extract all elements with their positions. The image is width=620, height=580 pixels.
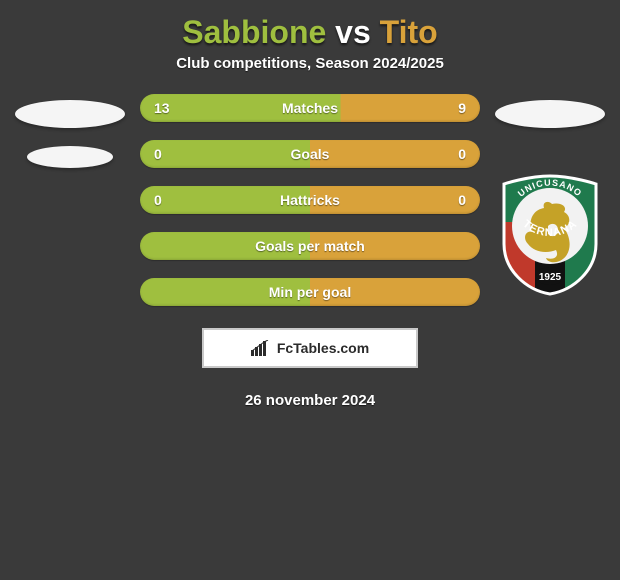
stat-value-right: 9	[446, 100, 466, 116]
stat-value-left: 13	[154, 100, 174, 116]
title-vs: vs	[335, 14, 371, 50]
stat-label: Goals per match	[174, 238, 446, 254]
stat-value-left: 0	[154, 146, 174, 162]
player-photo-placeholder-left	[15, 100, 125, 128]
stat-label: Min per goal	[174, 284, 446, 300]
stat-bar: Goals per match	[140, 232, 480, 260]
footer-date: 26 november 2024	[245, 392, 375, 409]
right-player-column: UNICUSANO TERNANA 1925	[490, 94, 610, 296]
title-player-right: Tito	[380, 14, 438, 50]
svg-text:1925: 1925	[539, 272, 562, 283]
player-photo-placeholder-right	[495, 100, 605, 128]
stat-value-right: 0	[446, 146, 466, 162]
stat-label: Matches	[174, 100, 446, 116]
comparison-body: 13Matches90Goals00Hattricks0Goals per ma…	[10, 94, 610, 409]
stat-bar: 0Hattricks0	[140, 186, 480, 214]
watermark-text: FcTables.com	[277, 340, 369, 356]
club-badge-right: UNICUSANO TERNANA 1925	[500, 174, 600, 296]
stats-column: 13Matches90Goals00Hattricks0Goals per ma…	[140, 94, 480, 409]
player-club-placeholder-left	[27, 146, 113, 168]
stat-label: Hattricks	[174, 192, 446, 208]
left-player-column	[10, 94, 130, 168]
stat-value-left: 0	[154, 192, 174, 208]
chart-bars-icon	[251, 340, 271, 356]
stat-label: Goals	[174, 146, 446, 162]
stat-bar: 13Matches9	[140, 94, 480, 122]
subtitle: Club competitions, Season 2024/2025	[10, 55, 610, 72]
watermark: FcTables.com	[202, 328, 418, 368]
page-title: Sabbione vs Tito	[10, 14, 610, 51]
title-player-left: Sabbione	[182, 14, 326, 50]
comparison-card: Sabbione vs Tito Club competitions, Seas…	[0, 0, 620, 417]
stat-value-right: 0	[446, 192, 466, 208]
club-crest-icon: UNICUSANO TERNANA 1925	[500, 174, 600, 296]
stat-bar: 0Goals0	[140, 140, 480, 168]
stat-bar: Min per goal	[140, 278, 480, 306]
